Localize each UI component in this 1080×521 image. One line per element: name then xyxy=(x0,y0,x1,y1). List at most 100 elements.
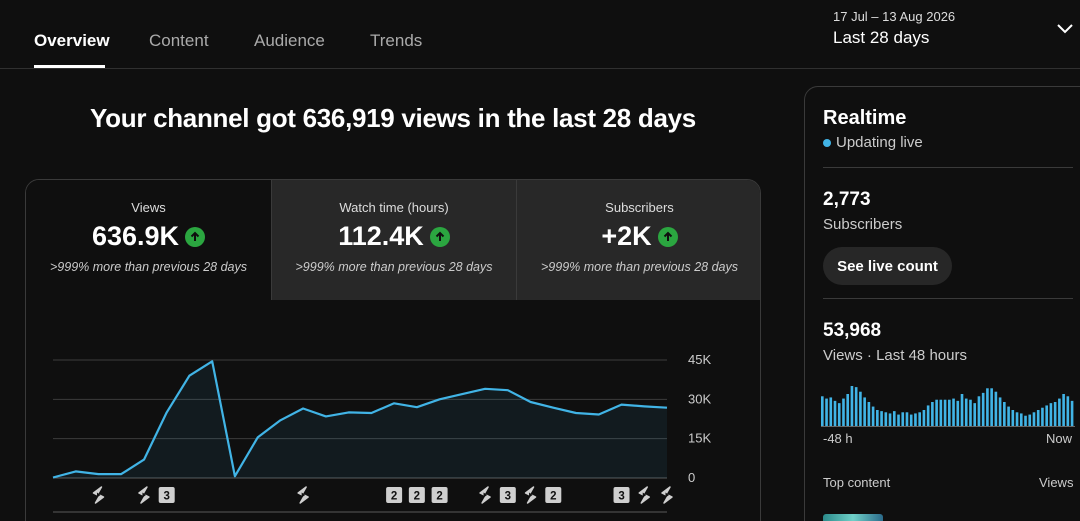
views-chart: 45K 30K 15K 0 3 2 2 2 3 2 3 xyxy=(52,352,711,513)
metric-note: >999% more than previous 28 days xyxy=(50,260,247,274)
realtime-axis-start: -48 h xyxy=(823,431,853,446)
realtime-bar xyxy=(837,403,841,426)
realtime-bar xyxy=(964,398,968,426)
realtime-bar xyxy=(1058,398,1061,426)
page-headline: Your channel got 636,919 views in the la… xyxy=(90,103,696,133)
tab-overview[interactable]: Overview xyxy=(34,31,110,50)
realtime-bar xyxy=(952,398,955,426)
upload-count-text: 2 xyxy=(391,491,397,503)
realtime-bar xyxy=(905,412,909,426)
metric-value-row: +2K xyxy=(517,221,760,252)
upload-count-text: 3 xyxy=(164,491,170,503)
date-range-label: Last 28 days xyxy=(833,28,930,47)
realtime-bar xyxy=(956,400,960,426)
realtime-bar xyxy=(977,396,981,426)
realtime-bar xyxy=(1028,414,1032,426)
metric-note: >999% more than previous 28 days xyxy=(295,260,493,274)
realtime-bar xyxy=(939,399,943,426)
realtime-bar xyxy=(880,411,883,426)
realtime-bar xyxy=(1011,410,1015,426)
upload-count-badge xyxy=(386,487,403,503)
realtime-bar xyxy=(859,391,862,426)
divider xyxy=(823,298,1073,299)
top-content-label: Top content xyxy=(823,475,891,490)
shorts-play-glyph xyxy=(642,492,647,498)
realtime-bar xyxy=(1007,406,1010,426)
realtime-bar xyxy=(1070,400,1074,426)
series-line xyxy=(52,360,668,479)
realtime-bar xyxy=(1036,410,1040,426)
metric-value: 112.4K xyxy=(338,221,424,251)
realtime-bar xyxy=(935,399,938,426)
metric-subscribers-tab[interactable]: Subscribers +2K >999% more than previous… xyxy=(516,180,760,300)
upload-count-text: 2 xyxy=(550,491,556,503)
top-nav: Overview Content Audience Trends 17 Jul … xyxy=(0,0,1080,69)
realtime-bar xyxy=(854,387,858,426)
realtime-bar xyxy=(1003,402,1006,426)
realtime-bar xyxy=(876,410,879,426)
realtime-bar xyxy=(909,414,913,426)
metric-value: +2K xyxy=(601,221,652,251)
metric-label: Subscribers xyxy=(605,200,674,215)
realtime-bar xyxy=(1066,396,1070,426)
metric-watch-time-tab[interactable]: Watch time (hours) 112.4K >999% more tha… xyxy=(271,180,516,300)
upload-count-badge xyxy=(545,487,562,503)
metric-value-row: 112.4K xyxy=(272,221,516,252)
tab-content[interactable]: Content xyxy=(149,31,209,50)
views-column-label: Views xyxy=(1039,475,1074,490)
upload-count-badge xyxy=(499,487,516,503)
realtime-bar xyxy=(863,397,866,426)
realtime-bar xyxy=(901,412,905,426)
realtime-bar xyxy=(846,394,850,426)
metric-value-row: 636.9K xyxy=(26,221,271,252)
realtime-bar xyxy=(1024,415,1027,426)
date-range-dates: 17 Jul – 13 Aug 2026 xyxy=(833,9,956,24)
realtime-bar xyxy=(943,399,947,426)
see-live-count-button[interactable]: See live count xyxy=(823,247,952,285)
shorts-play-glyph xyxy=(142,492,146,498)
metric-views-tab[interactable]: Views 636.9K >999% more than previous 28… xyxy=(26,180,271,300)
y-tick-label: 15K xyxy=(688,431,711,446)
realtime-bar xyxy=(926,405,930,426)
top-content-thumbnail[interactable] xyxy=(823,514,883,521)
shorts-play-glyph xyxy=(529,492,533,498)
date-range-picker[interactable]: 17 Jul – 13 Aug 2026 Last 28 days xyxy=(833,9,955,48)
realtime-views-value: 53,968 xyxy=(823,320,882,341)
realtime-bar xyxy=(981,392,985,426)
y-tick-label: 45K xyxy=(688,352,711,367)
realtime-bar xyxy=(948,399,951,426)
shorts-play-glyph xyxy=(483,492,488,498)
metric-label: Watch time (hours) xyxy=(339,200,449,215)
metric-value: 636.9K xyxy=(91,221,180,251)
realtime-bar xyxy=(871,406,875,426)
arrow-up-icon xyxy=(429,226,450,247)
realtime-status: Updating live xyxy=(823,134,923,151)
divider xyxy=(823,167,1073,168)
tab-audience[interactable]: Audience xyxy=(254,31,325,50)
realtime-bar xyxy=(1041,407,1044,426)
upload-count-text: 3 xyxy=(505,491,511,503)
realtime-bar xyxy=(821,396,824,426)
upload-count-text: 2 xyxy=(414,491,420,503)
realtime-bar xyxy=(892,411,896,426)
realtime-bar xyxy=(994,391,998,426)
realtime-axis-end: Now xyxy=(1046,431,1073,446)
realtime-title: Realtime xyxy=(823,107,907,129)
realtime-bar xyxy=(867,402,871,426)
chevron-down-icon[interactable] xyxy=(1056,22,1074,36)
realtime-bar xyxy=(825,398,828,426)
realtime-bar xyxy=(931,402,934,426)
realtime-bar xyxy=(1032,412,1036,426)
realtime-subscribers-value: 2,773 xyxy=(823,189,871,210)
arrow-up-icon xyxy=(657,226,678,247)
realtime-bar xyxy=(1062,394,1065,426)
upload-count-badge xyxy=(613,487,630,503)
upload-count-badge xyxy=(408,487,425,503)
tab-trends[interactable]: Trends xyxy=(370,31,423,50)
shorts-play-glyph xyxy=(301,492,306,498)
realtime-bar xyxy=(914,413,917,426)
realtime-status-text: Updating live xyxy=(836,134,923,151)
realtime-bar xyxy=(969,399,972,426)
upload-count-badge xyxy=(431,487,448,503)
realtime-bar xyxy=(922,410,926,426)
